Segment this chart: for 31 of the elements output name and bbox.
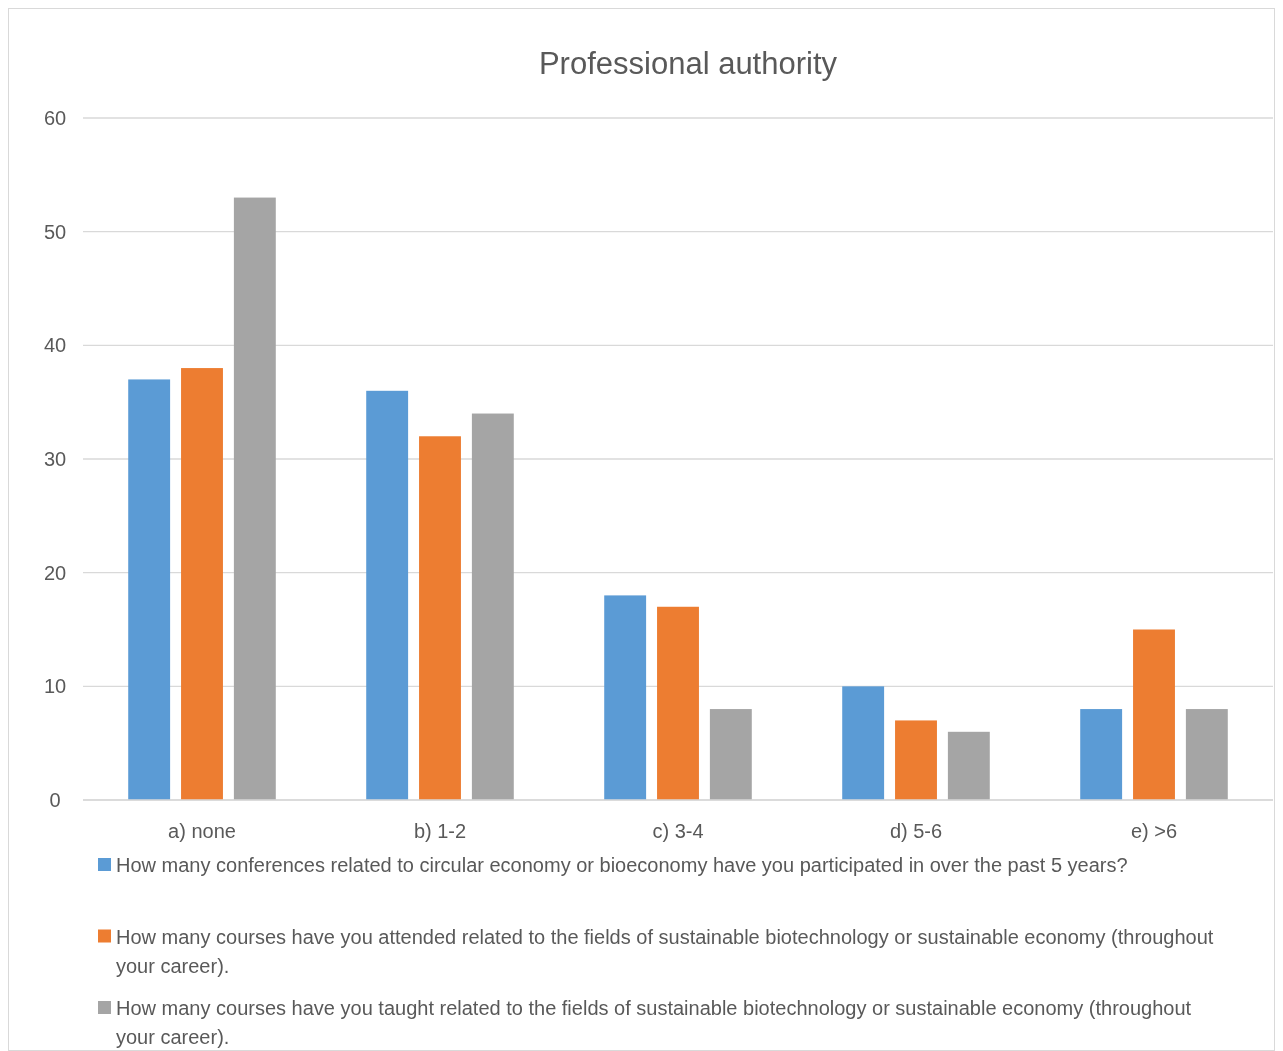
y-tick-label: 60 [43, 107, 67, 129]
bar [604, 595, 647, 800]
bar [895, 720, 937, 800]
bar [1133, 629, 1175, 800]
bar [471, 413, 514, 800]
bar [233, 197, 276, 800]
legend-label: How many courses have you taught related to the fields of sustainable biotechnology or sustainable economy (throughout your career). [116, 997, 1192, 1048]
bar [128, 379, 171, 800]
x-tick-label: a) none [168, 820, 236, 842]
bar [1185, 709, 1228, 800]
legend-label: How many conferences related to circular economy or bioeconomy have you participated in over the past 5 years? [116, 854, 1128, 876]
y-tick-label: 30 [43, 448, 67, 470]
y-tick-label: 20 [43, 561, 67, 584]
y-tick-label: 40 [43, 334, 67, 357]
x-tick-label: c) 3-4 [652, 820, 704, 842]
x-tick-label: e) >6 [1130, 820, 1178, 842]
x-tick-label: d) 5-6 [889, 820, 943, 842]
legend-label: How many courses have you attended related to the fields of sustainable biotechnology or sustainable economy (throughout your career). [116, 925, 1214, 977]
y-tick-label: 0 [49, 789, 61, 811]
x-tick-label: b) 1-2 [413, 820, 467, 842]
bar [842, 686, 885, 800]
bar [709, 709, 752, 800]
bar [181, 368, 223, 800]
bar [657, 606, 699, 800]
y-tick-label: 10 [43, 675, 67, 698]
bar [947, 731, 990, 800]
bar [366, 390, 409, 800]
chart-title: Professional authority [538, 46, 838, 81]
bar [419, 436, 461, 800]
y-tick-label: 50 [43, 220, 67, 243]
bar [1080, 709, 1123, 800]
